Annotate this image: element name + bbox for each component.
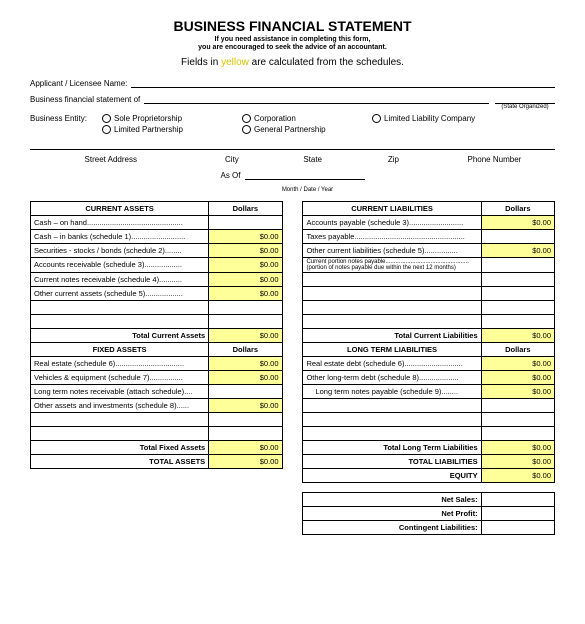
row-tl: TOTAL LIABILITIES [303,454,481,468]
row-other-ca: Other current assets (schedule 5).......… [31,286,209,300]
zip-input[interactable] [353,138,434,150]
val-taxes[interactable] [481,229,554,243]
val-tcl: $0.00 [481,328,554,342]
row-real-estate: Real estate (schedule 6)................… [31,356,209,370]
val-notes-recv: $0.00 [209,272,282,286]
val-cpnp[interactable] [481,257,554,272]
row-ar: Accounts receivable (schedule 3)........… [31,257,209,272]
zip-label: Zip [353,155,434,164]
row-net-profit: Net Profit: [303,506,481,520]
row-tltl: Total Long Term Liabilities [303,440,481,454]
row-tcl: Total Current Liabilities [303,328,481,342]
street-input[interactable] [30,138,192,150]
row-ap: Accounts payable (schedule 3)...........… [303,215,481,229]
val-contingent[interactable] [481,520,554,534]
phone-input[interactable] [434,138,555,150]
hdr-dollars-2: Dollars [481,201,554,215]
val-real-estate: $0.00 [209,356,282,370]
row-notes-recv: Current notes receivable (schedule 4)...… [31,272,209,286]
applicant-label: Applicant / Licensee Name: [30,79,127,88]
hdr-ltl: LONG TERM LIABILITIES [303,342,481,356]
row-cash-banks: Cash – in banks (schedule 1)............… [31,229,209,243]
row-lt-notes-recv: Long term notes receivable (attach sched… [31,384,209,398]
val-ar: $0.00 [209,257,282,272]
val-tl: $0.00 [481,454,554,468]
radio-corp[interactable] [242,114,251,123]
row-other-cl: Other current liabilities (schedule 5)..… [303,243,481,257]
hdr-current-liabilities: CURRENT LIABILITIES [303,201,481,215]
state-org-input[interactable] [495,94,555,104]
val-securities: $0.00 [209,243,282,257]
radio-llc[interactable] [372,114,381,123]
asof-label: As Of [220,171,240,180]
radio-lp[interactable] [102,125,111,134]
row-tca: Total Current Assets [31,328,209,342]
hdr-fixed-assets: FIXED ASSETS [31,342,209,356]
financial-table: CURRENT ASSETS Dollars CURRENT LIABILITI… [30,201,555,535]
street-label: Street Address [30,155,192,164]
val-cash-banks: $0.00 [209,229,282,243]
val-tfa: $0.00 [209,440,282,454]
subtitle: If you need assistance in completing thi… [30,36,555,53]
val-other-lt: $0.00 [481,370,554,384]
val-lt-notes-recv[interactable] [209,384,282,398]
bfs-label: Business financial statement of [30,95,140,104]
hdr-current-assets: CURRENT ASSETS [31,201,209,215]
state-org-label: (State Organized) [495,104,555,110]
city-label: City [192,155,273,164]
page-title: BUSINESS FINANCIAL STATEMENT [30,18,555,34]
row-cash-hand: Cash – on hand..........................… [31,215,209,229]
val-other-ca: $0.00 [209,286,282,300]
row-tfa: Total Fixed Assets [31,440,209,454]
hdr-dollars-3: Dollars [209,342,282,356]
yellow-note: Fields in yellow are calculated from the… [30,57,555,68]
row-vehicles: Vehicles & equipment (schedule 7).......… [31,370,209,384]
radio-gp[interactable] [242,125,251,134]
val-lt-np: $0.00 [481,384,554,398]
asof-input[interactable] [245,170,365,180]
city-input[interactable] [192,138,273,150]
val-net-profit[interactable] [481,506,554,520]
phone-label: Phone Number [434,155,555,164]
row-re-debt: Real estate debt (schedule 6)...........… [303,356,481,370]
hdr-dollars-4: Dollars [481,342,554,356]
val-ap: $0.00 [481,215,554,229]
row-securities: Securities - stocks / bonds (schedule 2)… [31,243,209,257]
row-contingent: Contingent Liabilities: [303,520,481,534]
mdy-label: Month / Date / Year [248,187,368,193]
bfs-input[interactable] [144,94,489,104]
row-equity: EQUITY [303,468,481,482]
state-input[interactable] [272,138,353,150]
entity-label: Business Entity: [30,114,102,123]
val-vehicles: $0.00 [209,370,282,384]
hdr-dollars-1: Dollars [209,201,282,215]
val-tca: $0.00 [209,328,282,342]
row-cpnp: Current portion notes payable...........… [303,257,481,272]
row-other-invest: Other assets and investments (schedule 8… [31,398,209,412]
val-other-cl: $0.00 [481,243,554,257]
val-ta: $0.00 [209,454,282,468]
val-net-sales[interactable] [481,492,554,506]
val-tltl: $0.00 [481,440,554,454]
val-equity: $0.00 [481,468,554,482]
row-ta: TOTAL ASSETS [31,454,209,468]
radio-sole[interactable] [102,114,111,123]
state-label: State [272,155,353,164]
val-re-debt: $0.00 [481,356,554,370]
row-net-sales: Net Sales: [303,492,481,506]
row-other-lt: Other long-term debt (schedule 8).......… [303,370,481,384]
val-other-invest: $0.00 [209,398,282,412]
row-lt-np: Long term notes payable (schedule 9)....… [303,384,481,398]
row-taxes: Taxes payable...........................… [303,229,481,243]
applicant-input[interactable] [131,78,555,88]
val-cash-hand[interactable] [209,215,282,229]
